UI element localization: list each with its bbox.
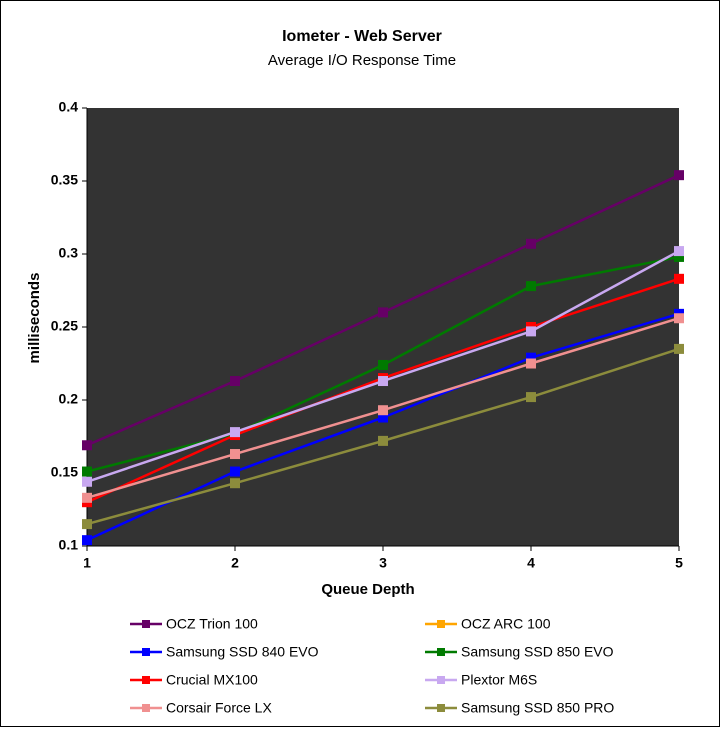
legend-label: Plextor M6S xyxy=(461,672,537,688)
y-tick-label: 0.1 xyxy=(59,537,79,553)
x-tick-label: 5 xyxy=(675,555,683,571)
x-tick-label: 4 xyxy=(527,555,535,571)
data-point xyxy=(378,359,388,370)
data-point xyxy=(230,427,240,438)
x-axis-label: Queue Depth xyxy=(321,581,414,598)
data-point xyxy=(378,412,388,423)
data-point xyxy=(230,449,240,460)
data-point xyxy=(230,478,240,489)
y-tick-label: 0.3 xyxy=(59,245,79,261)
plot-area xyxy=(87,108,679,546)
data-point xyxy=(230,466,240,477)
data-point xyxy=(674,313,684,324)
data-point xyxy=(378,405,388,416)
data-point xyxy=(674,251,684,262)
data-point xyxy=(378,435,388,446)
x-tick-label: 2 xyxy=(231,555,239,571)
legend-label: Samsung SSD 840 EVO xyxy=(166,644,319,660)
chart-subtitle: Average I/O Response Time xyxy=(268,52,456,69)
legend-label: OCZ ARC 100 xyxy=(461,616,551,632)
data-point xyxy=(82,492,92,503)
legend-marker xyxy=(142,620,150,628)
data-point xyxy=(526,326,536,337)
legend-marker xyxy=(437,648,445,656)
x-tick-label: 3 xyxy=(379,555,387,571)
y-axis-label: milliseconds xyxy=(26,273,43,364)
y-tick-label: 0.4 xyxy=(59,99,79,115)
data-point xyxy=(674,246,684,257)
chart-title: Iometer - Web Server xyxy=(282,28,442,45)
data-point xyxy=(82,535,92,546)
legend-marker xyxy=(437,620,445,628)
data-point xyxy=(526,392,536,403)
data-point xyxy=(526,352,536,363)
legend-label: Samsung SSD 850 EVO xyxy=(461,644,614,660)
data-point xyxy=(526,281,536,292)
y-tick-label: 0.2 xyxy=(59,391,79,407)
legend-label: Crucial MX100 xyxy=(166,672,258,688)
y-tick-label: 0.35 xyxy=(51,172,78,188)
data-point xyxy=(526,238,536,249)
data-point xyxy=(674,343,684,354)
data-point xyxy=(230,376,240,387)
y-tick-label: 0.25 xyxy=(51,318,78,334)
data-point xyxy=(674,273,684,284)
data-point xyxy=(82,519,92,530)
data-point xyxy=(674,170,684,181)
legend-label: OCZ Trion 100 xyxy=(166,616,258,632)
data-point xyxy=(526,358,536,369)
y-tick-label: 0.15 xyxy=(51,464,78,480)
data-point xyxy=(82,440,92,451)
legend-marker xyxy=(142,676,150,684)
legend-marker xyxy=(437,704,445,712)
data-point xyxy=(378,307,388,318)
legend-label: Corsair Force LX xyxy=(166,700,272,716)
data-point xyxy=(82,476,92,487)
data-point xyxy=(378,376,388,387)
data-point xyxy=(82,466,92,477)
legend-marker xyxy=(142,704,150,712)
legend-label: Samsung SSD 850 PRO xyxy=(461,700,614,716)
legend-marker xyxy=(142,648,150,656)
legend-marker xyxy=(437,676,445,684)
x-tick-label: 1 xyxy=(83,555,91,571)
